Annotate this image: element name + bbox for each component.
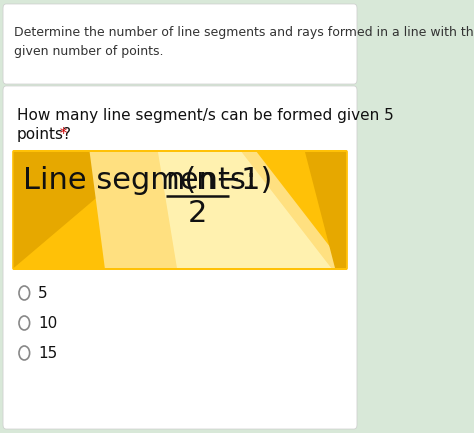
Text: 10: 10 [38, 316, 57, 331]
Text: points?: points? [17, 127, 72, 142]
FancyBboxPatch shape [3, 4, 357, 84]
Text: 5: 5 [38, 286, 47, 301]
Polygon shape [158, 152, 331, 268]
Polygon shape [90, 152, 346, 268]
Text: Line segments:: Line segments: [23, 166, 265, 195]
Text: 15: 15 [38, 346, 57, 361]
Text: n(n−1): n(n−1) [165, 166, 273, 195]
Text: 2: 2 [188, 199, 207, 228]
FancyBboxPatch shape [12, 150, 348, 270]
Polygon shape [14, 152, 150, 268]
FancyBboxPatch shape [3, 86, 357, 429]
Text: Determine the number of line segments and rays formed in a line with the
given n: Determine the number of line segments an… [14, 26, 474, 58]
Polygon shape [305, 152, 346, 268]
Text: *: * [55, 127, 67, 142]
Text: How many line segment/s can be formed given 5: How many line segment/s can be formed gi… [17, 108, 393, 123]
